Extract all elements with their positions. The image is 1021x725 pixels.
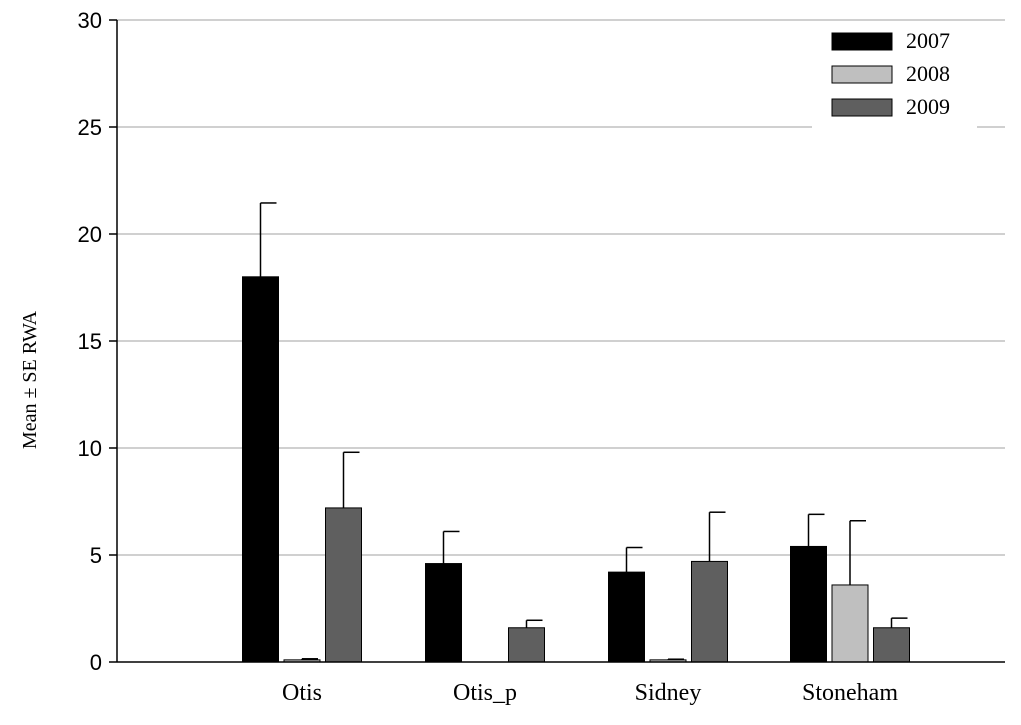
bars [242,276,910,663]
bar-Stoneham-2009 [873,627,910,663]
bar-Sidney-2009 [691,560,728,663]
legend-swatch-2007 [831,32,893,51]
bar-Otis-2007 [242,276,279,663]
bar-Otis_p-2009 [508,627,545,663]
legend-swatch-2009 [831,98,893,117]
bar-Otis-2009 [325,507,362,663]
x-tick-labels: Otis Otis_p Sidney Stoneham [282,680,898,706]
legend: 2007 2008 2009 [812,22,977,134]
x-tick-label-Sidney: Sidney [635,680,702,706]
legend-swatch-2008 [831,65,893,84]
y-tick-label-15: 15 [78,329,102,354]
bar-Sidney-2007 [608,571,645,663]
y-tick-label-0: 0 [90,650,102,675]
y-tick-label-25: 25 [78,115,102,140]
y-tick-label-10: 10 [78,436,102,461]
error-bars [259,202,908,660]
legend-label-2008: 2008 [906,61,950,86]
x-tick-label-Otis: Otis [282,680,322,706]
legend-label-2009: 2009 [906,94,950,119]
bar-Otis_p-2007 [425,563,462,663]
y-axis-label: Mean ± SE RWA [19,310,41,449]
y-tick-label-30: 30 [78,8,102,33]
bar-Stoneham-2008 [831,584,869,663]
y-tick-label-5: 5 [90,543,102,568]
legend-label-2007: 2007 [906,28,950,53]
x-tick-label-Otis_p: Otis_p [453,680,517,706]
y-tick-labels: 0 5 10 15 20 25 30 [78,8,102,675]
y-tick-label-20: 20 [78,222,102,247]
axes [109,19,1005,663]
x-tick-label-Stoneham: Stoneham [802,680,898,706]
bar-Stoneham-2007 [790,545,827,663]
